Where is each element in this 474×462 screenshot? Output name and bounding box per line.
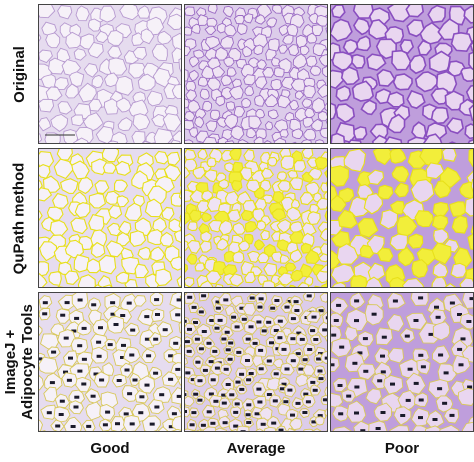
panel-original-poor [330,4,474,144]
panel-imagej-average-image [185,293,327,431]
panel-original-good [38,4,182,144]
panel-qupath-poor [330,148,474,288]
panel-original-poor-image [331,5,473,143]
panel-original-average [184,4,328,144]
panel-qupath-average-image [185,149,327,287]
panel-qupath-good [38,148,182,288]
column-label-good: Good [90,440,130,457]
panel-qupath-good-image [39,149,181,287]
row-label-imagej-line1: ImageJ + [2,329,19,395]
row-label-imagej: ImageJ + Adipocyte Tools [2,292,36,432]
row-label-qupath: QuPath method [2,148,36,288]
panel-imagej-poor [330,292,474,432]
column-label-poor: Poor [384,440,420,457]
row-label-imagej-line2: Adipocyte Tools [19,304,36,420]
panel-imagej-good [38,292,182,432]
panel-imagej-average [184,292,328,432]
row-label-qupath-text: QuPath method [10,162,28,274]
panel-original-good-image [39,5,181,143]
panel-imagej-good-image [39,293,181,431]
panel-qupath-poor-image [331,149,473,287]
column-label-average: Average [226,440,286,457]
row-label-original: Original [2,4,36,144]
panel-original-average-image [185,5,327,143]
panel-imagej-poor-image [331,293,473,431]
row-label-original-text: Original [10,45,28,103]
panel-qupath-average [184,148,328,288]
